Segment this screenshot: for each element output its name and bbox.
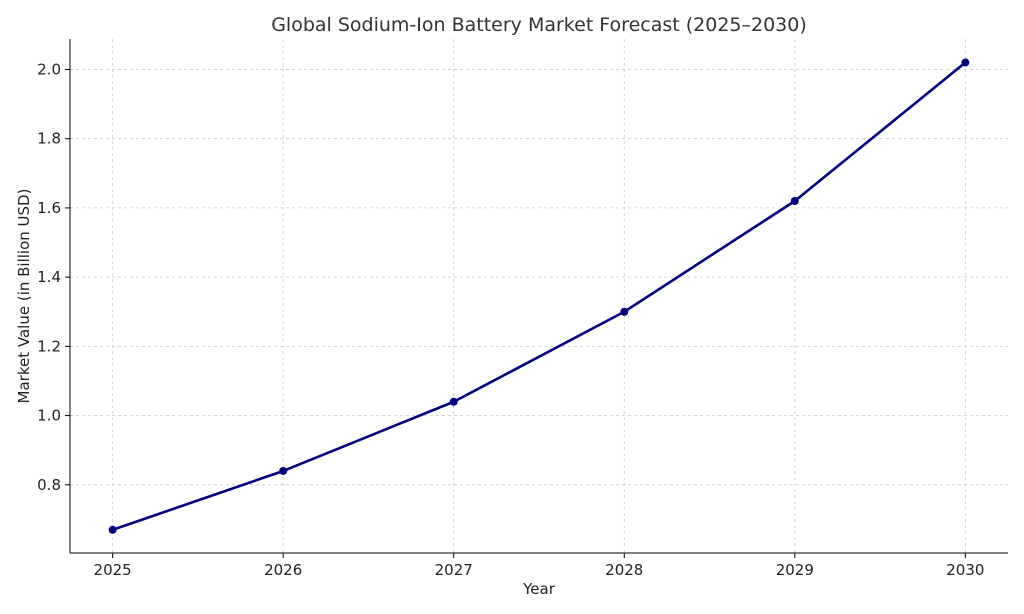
y-axis-label: Market Value (in Billion USD) — [15, 189, 33, 404]
x-tick-label: 2026 — [264, 561, 302, 579]
grid — [70, 39, 1008, 553]
data-point — [790, 196, 799, 205]
x-tick-label: 2025 — [94, 561, 132, 579]
x-tick-label: 2030 — [946, 561, 984, 579]
data-point — [961, 58, 970, 67]
series-layer — [108, 58, 970, 534]
data-point — [620, 307, 629, 316]
data-point — [449, 397, 458, 406]
data-point — [279, 466, 288, 475]
y-tick-label: 1.4 — [37, 268, 61, 286]
y-tick-label: 2.0 — [37, 60, 61, 78]
x-tick-label: 2029 — [776, 561, 814, 579]
y-tick-label: 1.2 — [37, 337, 61, 355]
y-tick-label: 1.6 — [37, 199, 61, 217]
data-point — [108, 525, 117, 534]
chart-title: Global Sodium-Ion Battery Market Forecas… — [271, 14, 807, 36]
x-tick-label: 2028 — [605, 561, 643, 579]
y-tick-label: 1.8 — [37, 130, 61, 148]
x-axis-label: Year — [522, 580, 556, 598]
series-line — [112, 61, 967, 532]
y-tick-label: 1.0 — [37, 407, 61, 425]
y-ticks: 0.8 1.0 1.2 1.4 1.6 1.8 2.0 — [37, 60, 70, 494]
x-tick-label: 2027 — [435, 561, 473, 579]
y-tick-label: 0.8 — [37, 476, 61, 494]
x-ticks: 2025 2026 2027 2028 2029 2030 — [94, 553, 984, 579]
